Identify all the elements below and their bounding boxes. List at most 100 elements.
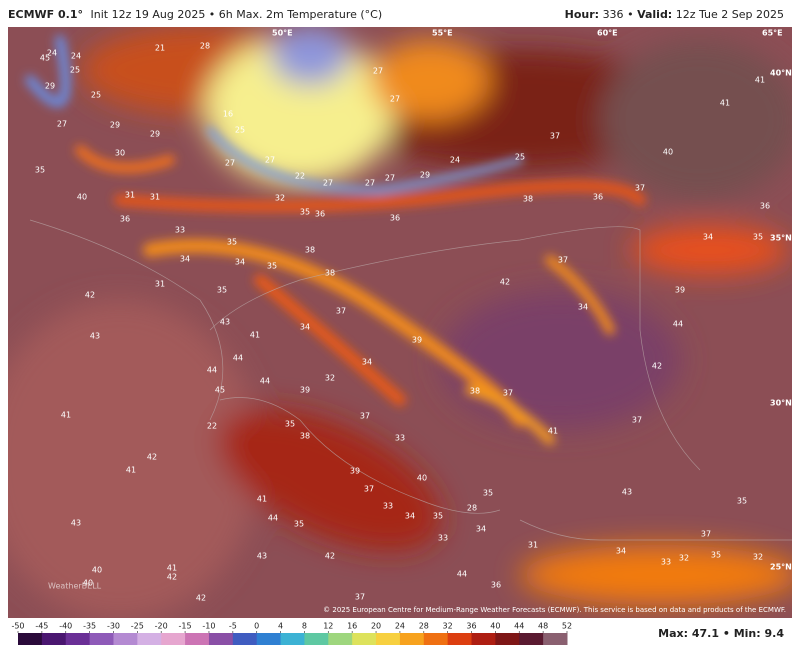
- colorbar-tick-label: 44: [514, 622, 524, 631]
- latitude-label: 30°N: [770, 399, 792, 408]
- separator: •: [627, 8, 634, 21]
- colorbar-tick-label: -20: [155, 622, 168, 631]
- colorbar-segment: [18, 633, 43, 645]
- temperature-label: 40: [83, 579, 93, 588]
- colorbar-segment: [304, 633, 329, 645]
- temperature-label: 22: [295, 172, 305, 181]
- temperature-label: 44: [207, 366, 217, 375]
- colorbar-segment: [423, 633, 449, 645]
- colorbar: -50 -45 -40 -35 -30 -25 -20 -15 -10 -5 0 4 8 12 16 20 24…: [11, 622, 572, 645]
- temperature-label: 24: [450, 156, 460, 165]
- min-value: 9.4: [765, 627, 785, 640]
- temperature-label: 39: [412, 336, 422, 345]
- temperature-label: 31: [155, 280, 165, 289]
- temperature-label: 41: [250, 331, 260, 340]
- temperature-label: 40: [92, 566, 102, 575]
- temperature-label: 37: [360, 412, 370, 421]
- temperature-label: 41: [257, 495, 267, 504]
- temperature-label: 37: [336, 307, 346, 316]
- colorbar-segment: [471, 633, 496, 645]
- temperature-label: 42: [500, 278, 510, 287]
- min-label: Min:: [734, 627, 761, 640]
- temperature-label: 40: [663, 148, 673, 157]
- colorbar-tick-label: 40: [490, 622, 500, 631]
- temperature-label: 43: [90, 332, 100, 341]
- longitude-label: 50°E: [272, 29, 293, 38]
- colorbar-segment: [519, 633, 544, 645]
- description: Init 12z 19 Aug 2025 • 6h Max. 2m Temper…: [91, 8, 383, 21]
- hot-ridges: [25, 35, 646, 445]
- temperature-label: 31: [125, 191, 135, 200]
- temperature-label: 34: [703, 233, 713, 242]
- temperature-label: 35: [217, 286, 227, 295]
- colorbar-tick-label: -5: [229, 622, 237, 631]
- temperature-label: 42: [167, 573, 177, 582]
- colorbar-tick-label: 36: [466, 622, 476, 631]
- colorbar-segment: [352, 633, 377, 645]
- borders: [29, 219, 792, 541]
- temperature-label: 44: [673, 320, 683, 329]
- colorbar-segment: [280, 633, 305, 645]
- watermark: WeatherBELL: [48, 582, 102, 591]
- temperature-label: 27: [225, 159, 235, 168]
- temperature-label: 36: [315, 210, 325, 219]
- colorbar-tick-label: 4: [278, 622, 283, 631]
- temperature-label: 27: [365, 179, 375, 188]
- temperature-label: 38: [325, 269, 335, 278]
- colorbar-tick-label: -10: [202, 622, 215, 631]
- temperature-label: 35: [737, 497, 747, 506]
- credit: © 2025 European Centre for Medium-Range …: [323, 606, 786, 614]
- temperature-label: 29: [45, 82, 55, 91]
- temperature-label: 32: [753, 553, 763, 562]
- temperature-label: 27: [323, 179, 333, 188]
- colorbar-segment: [543, 633, 568, 645]
- temperature-label: 16: [223, 110, 233, 119]
- colorbar-segment: [89, 633, 114, 645]
- temperature-label: 36: [120, 215, 130, 224]
- temperature-label: 36: [760, 202, 770, 211]
- temperature-label: 29: [150, 130, 160, 139]
- temperature-label: 30: [115, 149, 125, 158]
- colorbar-tick-label: 12: [323, 622, 333, 631]
- temperature-label: 38: [305, 246, 315, 255]
- temperature-label: 42: [147, 453, 157, 462]
- temperature-label: 35: [300, 208, 310, 217]
- latitude-label: 40°N: [770, 69, 792, 78]
- max-label: Max:: [658, 627, 688, 640]
- temperature-label: 45: [40, 54, 50, 63]
- temperature-label: 39: [300, 386, 310, 395]
- temperature-label: 29: [110, 121, 120, 130]
- longitude-label: 65°E: [762, 29, 783, 38]
- temperature-label: 37: [701, 530, 711, 539]
- temperature-label: 22: [207, 422, 217, 431]
- temperature-label: 35: [711, 551, 721, 560]
- colorbar-tick-label: -25: [131, 622, 144, 631]
- temperature-label: 37: [364, 485, 374, 494]
- temperature-label: 35: [433, 512, 443, 521]
- temperature-label: 42: [325, 552, 335, 561]
- temperature-label: 43: [622, 488, 632, 497]
- temperature-label: 35: [753, 233, 763, 242]
- colorbar-tick-label: -50: [11, 622, 24, 631]
- temperature-label: 42: [85, 291, 95, 300]
- colorbar-tick-label: -15: [179, 622, 192, 631]
- temperature-label: 34: [235, 258, 245, 267]
- colorbar-tick-label: -30: [107, 622, 120, 631]
- temperature-label: 36: [491, 581, 501, 590]
- temperature-label: 28: [467, 504, 477, 513]
- temperature-label: 29: [420, 171, 430, 180]
- temperature-label: 36: [390, 214, 400, 223]
- temperature-label: 34: [405, 512, 415, 521]
- temperature-label: 45: [215, 386, 225, 395]
- temperature-label: 34: [362, 358, 372, 367]
- temperature-label: 31: [528, 541, 538, 550]
- colorbar-segment: [65, 633, 91, 645]
- temperature-label: 35: [294, 520, 304, 529]
- temperature-label: 21: [155, 44, 165, 53]
- temperature-label: 41: [61, 411, 71, 420]
- temperature-label: 35: [227, 238, 237, 247]
- temperature-label: 32: [679, 554, 689, 563]
- colorbar-tick-label: 48: [538, 622, 548, 631]
- temperature-label: 40: [77, 193, 87, 202]
